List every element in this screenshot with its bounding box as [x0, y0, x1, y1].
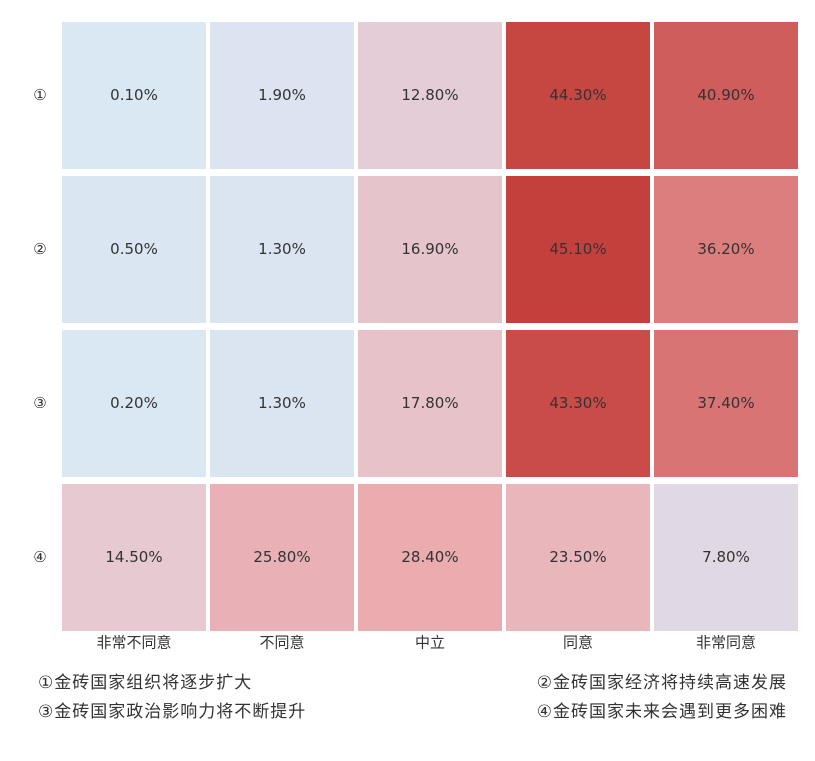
value-label: 44.30% — [549, 86, 606, 104]
heatmap-cell — [506, 176, 650, 323]
row-label: ④ — [33, 548, 46, 566]
value-label: 17.80% — [401, 394, 458, 412]
value-label: 1.90% — [258, 86, 306, 104]
heatmap-cell — [654, 22, 798, 169]
heatmap-cell — [358, 330, 502, 477]
x-tick-label: 非常不同意 — [96, 634, 171, 652]
heatmap-cell — [210, 176, 354, 323]
value-label: 14.50% — [105, 548, 162, 566]
x-tick-label: 不同意 — [259, 634, 304, 652]
value-label: 36.20% — [697, 240, 754, 258]
heatmap-cell — [358, 484, 502, 631]
note: ③金砖国家政治影响力将不断提升 — [38, 702, 306, 722]
note: ②金砖国家经济将持续高速发展 — [537, 673, 787, 693]
value-label: 12.80% — [401, 86, 458, 104]
value-label: 37.40% — [697, 394, 754, 412]
value-label: 0.10% — [110, 86, 158, 104]
heatmap-cell — [654, 176, 798, 323]
heatmap-cell — [210, 330, 354, 477]
value-label: 16.90% — [401, 240, 458, 258]
value-label: 40.90% — [697, 86, 754, 104]
row-label: ② — [33, 240, 46, 258]
x-tick-label: 中立 — [415, 634, 445, 652]
heatmap-cell — [358, 176, 502, 323]
heatmap-cell — [210, 22, 354, 169]
heatmap-cell — [62, 484, 206, 631]
value-label: 7.80% — [702, 548, 750, 566]
heatmap-cell — [506, 330, 650, 477]
heatmap-cell — [62, 330, 206, 477]
value-label: 45.10% — [549, 240, 606, 258]
value-label: 1.30% — [258, 394, 306, 412]
heatmap-cell — [506, 484, 650, 631]
heatmap-cell — [62, 176, 206, 323]
value-label: 23.50% — [549, 548, 606, 566]
heatmap-cell — [62, 22, 206, 169]
heatmap-cell — [654, 484, 798, 631]
heatmap-cell — [654, 330, 798, 477]
value-label: 28.40% — [401, 548, 458, 566]
note: ④金砖国家未来会遇到更多困难 — [537, 702, 787, 722]
x-tick-label: 同意 — [563, 634, 593, 652]
heatmap-cell — [506, 22, 650, 169]
value-label: 0.20% — [110, 394, 158, 412]
x-tick-label: 非常同意 — [696, 634, 756, 652]
heatmap-cell — [358, 22, 502, 169]
row-label: ③ — [33, 394, 46, 412]
value-label: 0.50% — [110, 240, 158, 258]
value-label: 25.80% — [253, 548, 310, 566]
value-label: 43.30% — [549, 394, 606, 412]
note: ①金砖国家组织将逐步扩大 — [38, 673, 252, 693]
value-label: 1.30% — [258, 240, 306, 258]
heatmap-cell — [210, 484, 354, 631]
row-label: ① — [33, 86, 46, 104]
